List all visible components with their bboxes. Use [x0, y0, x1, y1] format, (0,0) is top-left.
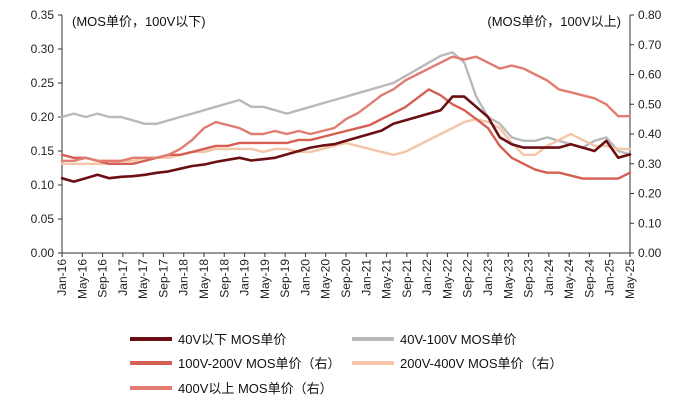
left-tick-label: 0.10 [31, 178, 55, 192]
right-axis-note: (MOS单价，100V以上) [487, 14, 621, 29]
left-tick-label: 0.00 [31, 246, 55, 260]
x-tick-label: May-19 [258, 259, 272, 299]
x-tick-label: Jan-23 [481, 259, 495, 296]
left-tick-label: 0.15 [31, 144, 55, 158]
right-tick-label: 0.60 [638, 68, 662, 82]
x-tick-label: Sep-17 [156, 259, 170, 298]
right-tick-label: 0.50 [638, 97, 662, 111]
right-tick-label: 0.70 [638, 38, 662, 52]
series-line-1 [60, 51, 632, 156]
x-tick-label: May-23 [501, 259, 515, 299]
x-tick-label: Jan-16 [55, 259, 69, 296]
x-tick-label: Sep-22 [461, 259, 475, 298]
legend-label-1: 40V-100V MOS单价 [400, 332, 516, 347]
x-tick-label: Jan-18 [177, 259, 191, 296]
right-tick-label: 0.30 [638, 157, 662, 171]
right-tick-label: 0.80 [638, 8, 662, 22]
right-tick-label: 0.20 [638, 187, 662, 201]
axes-group: 0.00 0.05 0.10 0.15 0.20 0.25 0.30 0.35 0.00 0.10… [31, 8, 662, 299]
x-tick-label: May-17 [136, 259, 150, 299]
x-tick-label: May-21 [380, 259, 394, 299]
left-tick-label: 0.05 [31, 212, 55, 226]
x-tick-label: Jan-21 [359, 259, 373, 296]
left-tick-label: 0.35 [31, 8, 55, 22]
legend: 40V以下 MOS单价 40V-100V MOS单价 100V-200V MOS… [130, 332, 563, 396]
right-tick-label: 0.10 [638, 216, 662, 230]
series-group [60, 51, 632, 183]
x-tick-label: Jan-22 [420, 259, 434, 296]
x-tick-label: Sep-18 [217, 259, 231, 298]
series-line-4 [60, 55, 632, 163]
x-tick-label: May-18 [197, 259, 211, 299]
legend-label-2: 100V-200V MOS单价（右） [178, 356, 341, 371]
left-tick-label: 0.20 [31, 110, 55, 124]
x-tick-label: Jan-25 [603, 259, 617, 296]
x-tick-label: Jan-19 [238, 259, 252, 296]
left-axis-note: (MOS单价，100V以下) [72, 14, 206, 29]
legend-label-4: 400V以上 MOS单价（右） [178, 381, 333, 396]
x-tick-label: Jan-24 [542, 259, 556, 296]
x-tick-label: May-20 [319, 259, 333, 299]
x-tick-label: Sep-21 [400, 259, 414, 298]
series-line-2 [60, 88, 632, 180]
x-tick-label: Sep-19 [278, 259, 292, 298]
right-tick-label: 0.40 [638, 127, 662, 141]
x-tick-label: May-25 [623, 259, 637, 299]
x-tick-label: May-22 [440, 259, 454, 299]
x-tick-label: Sep-23 [522, 259, 536, 298]
x-tick-label: Sep-24 [582, 259, 596, 298]
x-tick-label: May-16 [75, 259, 89, 299]
x-tick-label: May-24 [562, 259, 576, 299]
x-tick-label: Jan-20 [298, 259, 312, 296]
series-line-0 [60, 95, 632, 183]
x-tick-label: Sep-20 [339, 259, 353, 298]
legend-label-0: 40V以下 MOS单价 [178, 332, 286, 347]
legend-label-3: 200V-400V MOS单价（右） [400, 356, 563, 371]
x-tick-label: Sep-16 [96, 259, 110, 298]
right-tick-label: 0.00 [638, 246, 662, 260]
left-tick-label: 0.25 [31, 76, 55, 90]
left-tick-label: 0.30 [31, 42, 55, 56]
x-tick-label: Jan-17 [116, 259, 130, 296]
